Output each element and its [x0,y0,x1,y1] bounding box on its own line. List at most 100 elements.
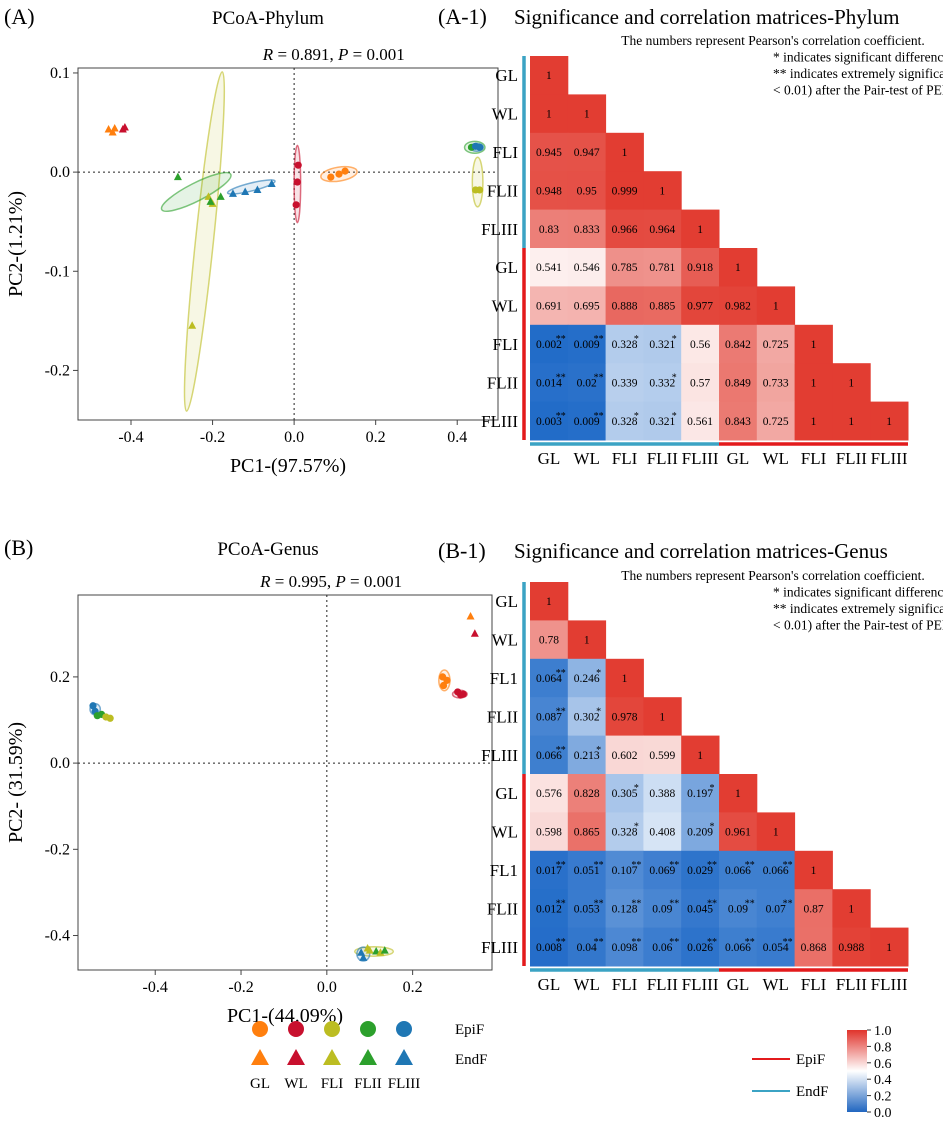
cell-value: 0.56 [690,339,710,351]
plot-frame [77,67,499,421]
heatmap-cell [605,812,644,852]
cell-significance: ** [594,372,604,383]
cell-value: 0.009 [574,339,600,351]
row-label: FLI [493,335,519,354]
cell-value: 0.328 [612,416,638,428]
colorbar-tick-label: 0.8 [874,1040,892,1055]
panel-label: (B) [4,535,33,560]
point-FLII-endf [206,197,215,205]
cell-significance: ** [669,860,679,871]
chart-title: Significance and correlation matrices-Ph… [514,5,899,29]
heatmap-cell [605,927,644,967]
point-FLIII-endf [359,953,368,961]
heatmap-cell [794,850,833,890]
p-symbol: P [337,45,348,64]
note-line: < 0.01) after the Pair-test of PERMANOVA… [773,83,943,98]
cell-significance: ** [594,898,604,909]
legend-endf-label: EndF [455,1052,488,1068]
heatmap-cell [719,774,758,813]
cell-value: 1 [546,596,552,608]
heatmap-cell [643,363,682,403]
heatmap-cell [681,286,720,326]
heatmap-cell [530,132,569,172]
col-label: WL [573,975,599,994]
x-tick-label: -0.4 [143,979,168,996]
sep: , [330,45,339,64]
heatmap-cell [567,850,607,890]
cell-value: 0.246 [574,673,600,685]
heatmap-cell [756,850,796,890]
cell-value: 0.002 [536,339,562,351]
heatmap-cell [605,248,644,287]
cell-significance: ** [556,898,566,909]
cell-value: 1 [886,416,892,428]
heatmap-cell [719,812,758,852]
y-tick-label: -0.2 [45,362,70,379]
cell-value: 1 [584,635,590,647]
heatmap-cell [530,889,569,929]
cell-value: 0.128 [612,903,638,915]
cell-value: 0.576 [536,788,562,800]
heatmap-cell [605,850,644,890]
heatmap-cell [832,401,871,441]
panel-label: (B-1) [438,538,486,563]
legend-circle-FLIII [396,1021,412,1037]
heatmap-cell [719,927,758,967]
x-axis-label: PC1-(97.57%) [230,455,346,477]
cell-value: 0.012 [536,903,562,915]
p-eq: = [348,45,366,64]
cell-value: 1 [811,865,817,877]
cell-value: 1 [546,109,552,121]
heatmap-cell [567,697,607,737]
cell-value: 0.945 [536,147,562,159]
point-WL-epif [459,690,467,698]
cell-value: 0.064 [536,673,562,685]
cell-value: 1 [811,416,817,428]
row-label: FLIII [481,412,518,431]
chart-title: PCoA-Genus [217,539,318,560]
cell-significance: * [634,411,639,422]
cell-value: 0.388 [649,788,675,800]
heatmap-cell [530,401,569,441]
cell-value: 0.785 [612,262,638,274]
note-line: ** indicates extremely significant diffe… [773,601,943,616]
cell-significance: * [672,411,677,422]
cell-value: 1 [735,262,741,274]
heatmap-cell [719,401,758,441]
heatmap-cell [756,889,796,929]
cell-value: 0.197 [687,788,713,800]
x-tick-label: -0.4 [118,429,143,446]
point-FLIII-endf [228,189,237,197]
colorbar-gradient [847,1030,867,1112]
heatmap-cell [530,812,569,852]
cell-value: 1 [773,827,779,839]
y-tick-label: 0.0 [50,755,70,772]
cell-significance: ** [556,706,566,717]
point-WL-endf [470,629,479,637]
cell-value: 0.599 [649,750,675,762]
col-label: GL [538,975,561,994]
cell-value: 0.57 [690,377,710,389]
panel-label: (A) [4,4,35,29]
row-label: FLIII [481,746,518,765]
col-label: FLIII [682,975,719,994]
point-GL-endf [110,123,119,132]
cell-value: 0.947 [574,147,600,159]
x-tick-label: 0.0 [284,429,304,446]
cell-value: 0.733 [763,377,789,389]
legend-group-label: WL [284,1076,307,1092]
heatmap-cell [832,889,871,929]
point-FLIII-endf [241,187,250,195]
cell-value: 0.408 [649,827,675,839]
heatmap-cell [756,324,796,364]
col-label: FLI [801,449,827,468]
cell-value: 1 [622,147,628,159]
heatmap-cell [643,735,682,775]
cell-value: 1 [811,377,817,389]
heatmap-cell [530,56,569,95]
cell-significance: ** [745,860,755,871]
heatmap-cell [643,774,682,813]
cell-value: 0.868 [801,942,827,954]
note-line: The numbers represent Pearson's correlat… [621,33,925,48]
legend-triangle-FLII [359,1049,377,1065]
